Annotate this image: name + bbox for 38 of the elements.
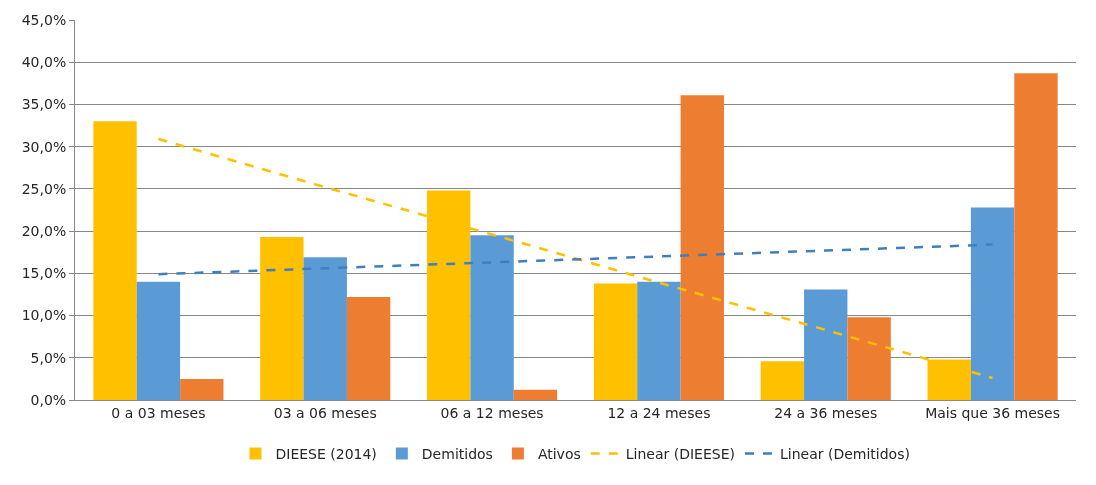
bar <box>970 207 1015 400</box>
y-tick-label: 25,0% <box>21 180 67 197</box>
bar <box>180 378 224 400</box>
legend-label: Ativos <box>537 446 581 463</box>
bar <box>637 281 681 400</box>
bar <box>303 257 347 400</box>
legend-label: Demitidos <box>421 446 493 463</box>
y-tick-label: 10,0% <box>21 307 67 324</box>
y-tick-label: 45,0% <box>21 11 67 28</box>
bar <box>346 296 391 400</box>
y-tick-label: 0,0% <box>30 391 67 408</box>
legend-label: DIEESE (2014) <box>275 446 377 463</box>
y-tick-label: 35,0% <box>21 96 67 113</box>
x-tick-label: 06 a 12 meses <box>440 404 544 421</box>
bar <box>470 235 514 400</box>
bar <box>804 289 848 400</box>
bar <box>136 281 181 400</box>
bar <box>847 317 891 400</box>
bar <box>513 389 558 400</box>
legend-label: Linear (DIEESE) <box>625 446 735 463</box>
x-tick-label: 0 a 03 meses <box>111 404 206 421</box>
line-series <box>157 243 994 276</box>
x-tick-label: Mais que 36 meses <box>925 404 1060 421</box>
bar <box>260 237 304 400</box>
x-tick-label: 24 a 36 meses <box>774 404 878 421</box>
y-tick-label: 20,0% <box>21 223 67 240</box>
y-tick-label: 30,0% <box>21 138 67 155</box>
x-tick-label: 12 a 24 meses <box>607 404 711 421</box>
bar <box>93 121 137 400</box>
legend-label: Linear (Demitidos) <box>779 446 910 463</box>
bar <box>1014 73 1058 400</box>
x-tick-label: 03 a 06 meses <box>273 404 377 421</box>
y-tick-label: 5,0% <box>30 349 67 366</box>
y-tick-label: 15,0% <box>21 265 67 282</box>
bar <box>593 283 638 400</box>
bar <box>760 361 805 400</box>
bar <box>680 95 724 400</box>
y-tick-label: 40,0% <box>21 54 67 71</box>
